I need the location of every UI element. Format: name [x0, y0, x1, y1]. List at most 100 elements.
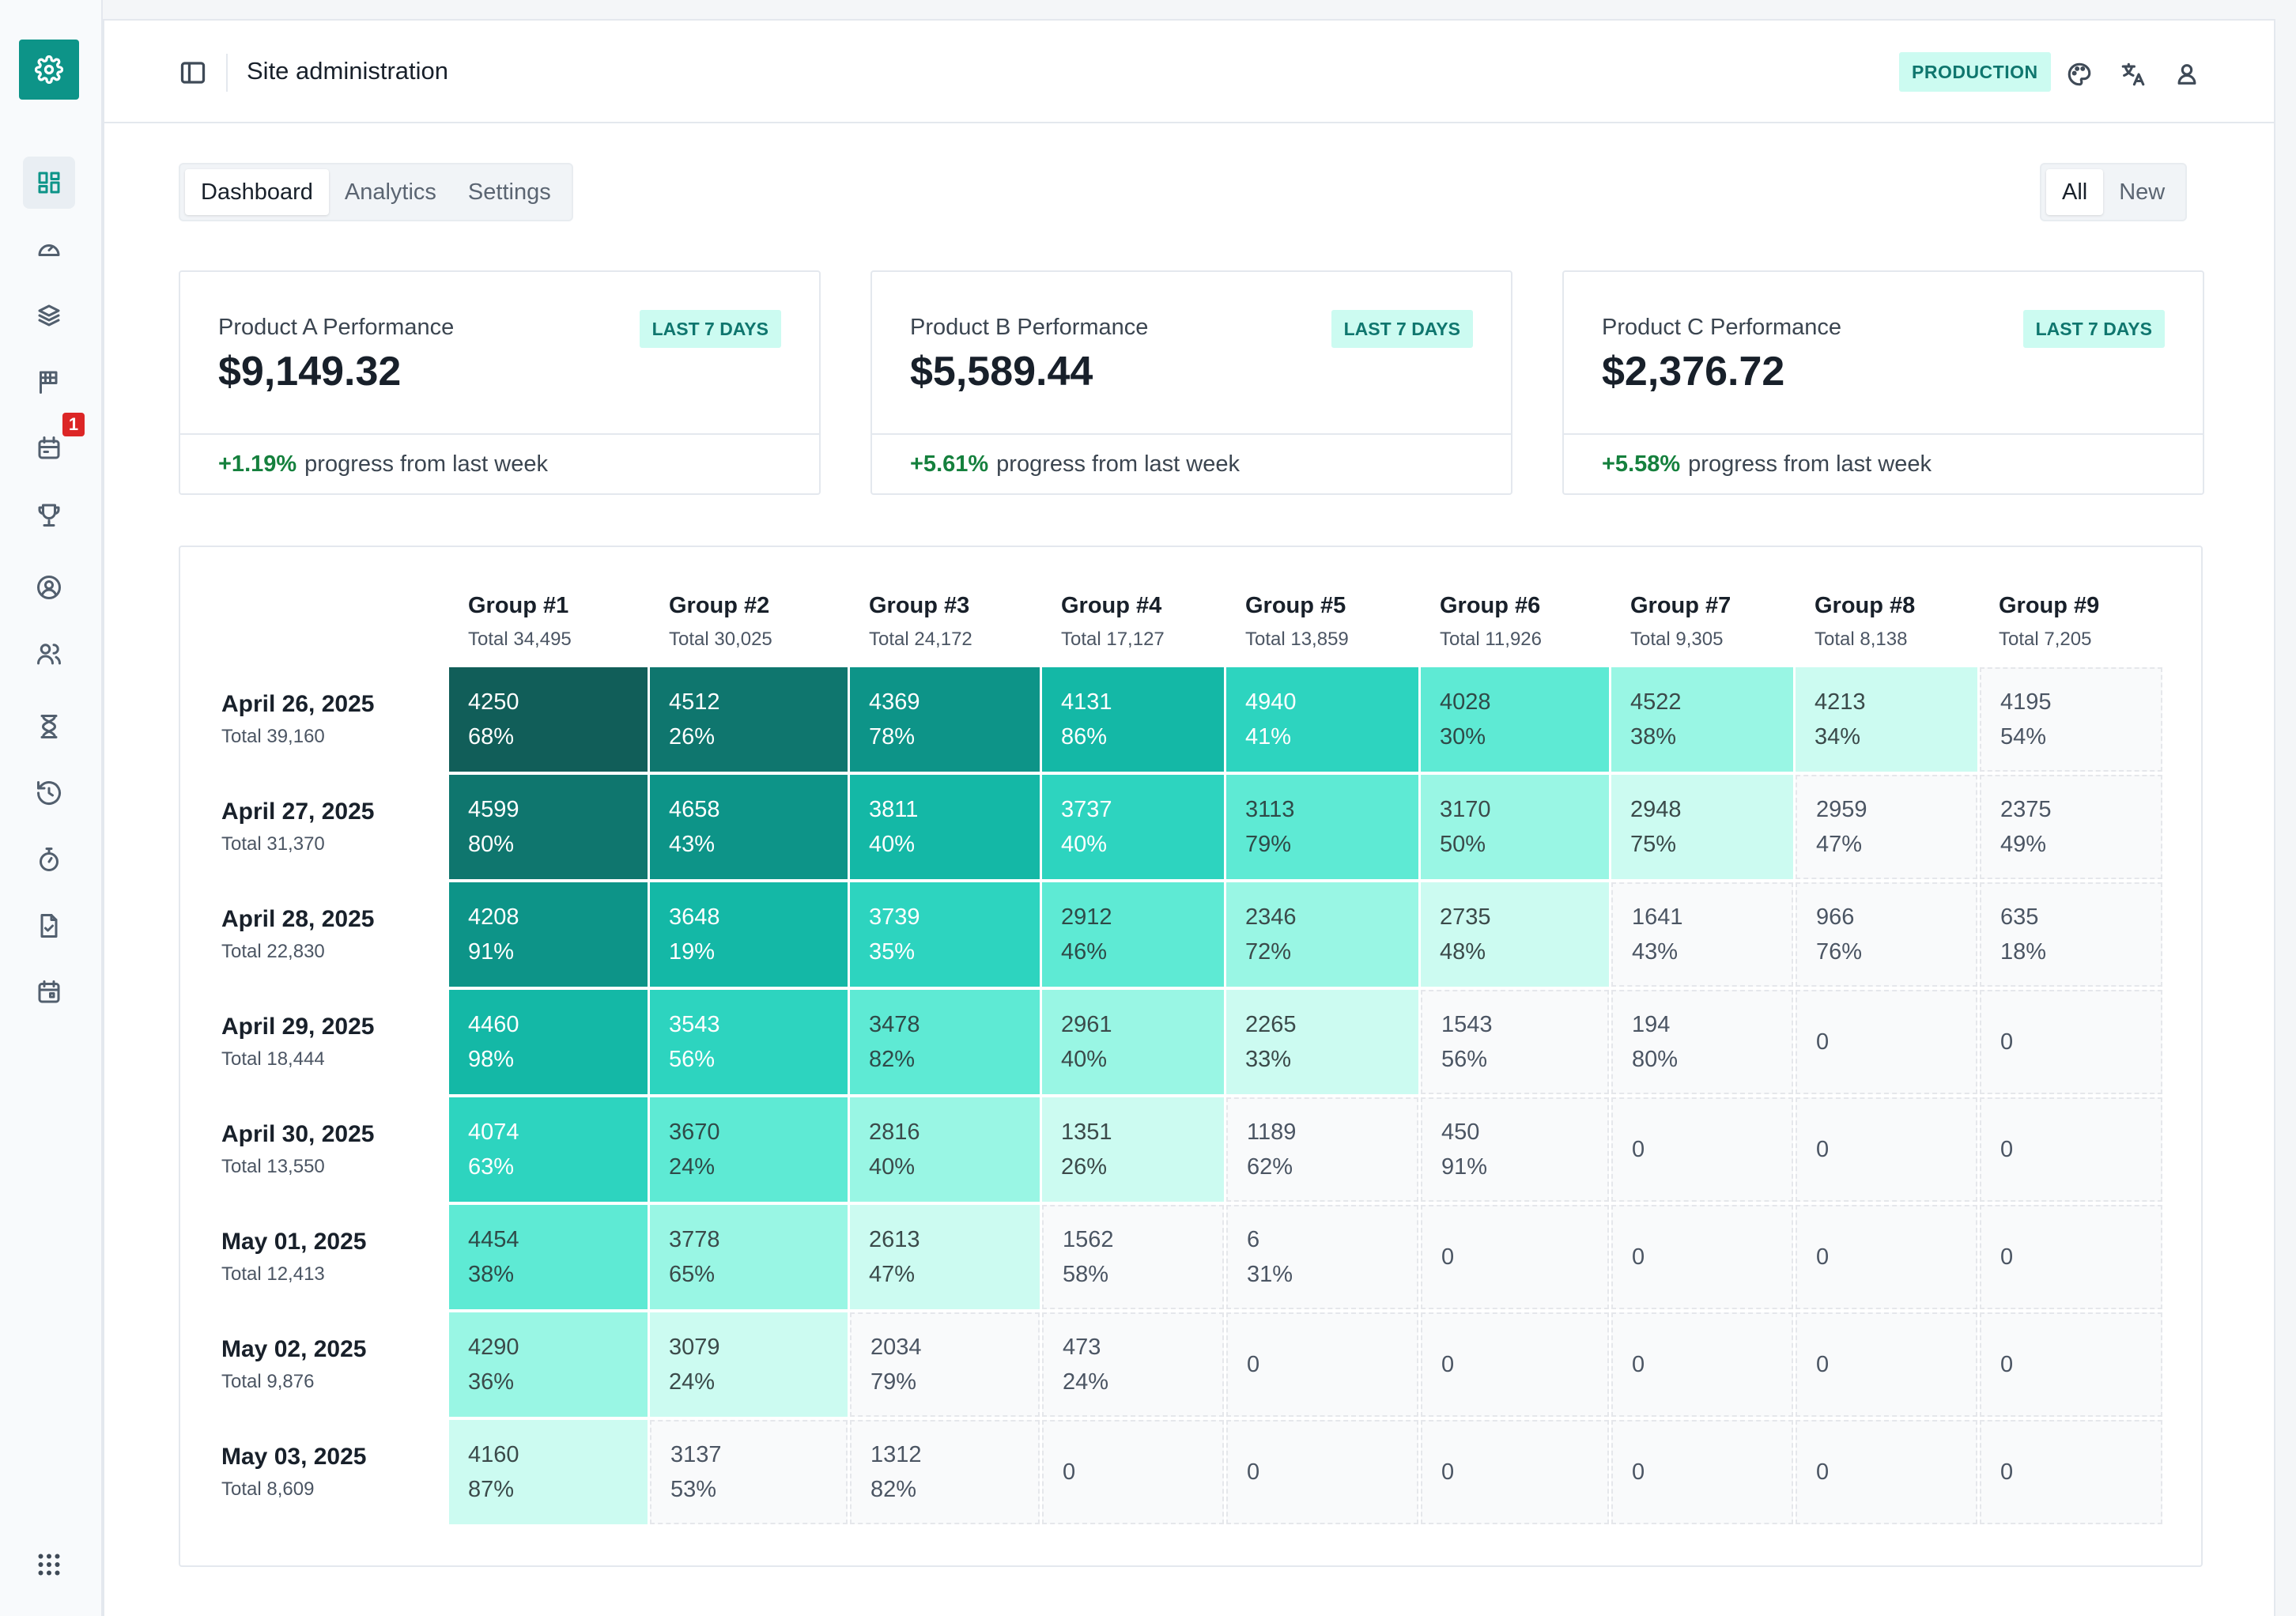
- heatmap-cell[interactable]: 4940 41%: [1226, 667, 1418, 772]
- tab-settings[interactable]: Settings: [467, 179, 551, 205]
- heatmap-cell[interactable]: 2735 48%: [1421, 882, 1609, 987]
- heatmap-cell[interactable]: 3543 56%: [650, 990, 848, 1094]
- heatmap-cell[interactable]: 473 24%: [1042, 1312, 1224, 1417]
- heatmap-cell[interactable]: 0: [1611, 1312, 1793, 1417]
- heatmap-cell[interactable]: 0: [1796, 1312, 1977, 1417]
- heatmap-cell[interactable]: 1562 58%: [1042, 1205, 1224, 1309]
- heatmap-cell[interactable]: 4599 80%: [449, 775, 648, 879]
- sidebar-item-apps[interactable]: [23, 1539, 75, 1591]
- heatmap-cell[interactable]: 4454 38%: [449, 1205, 648, 1309]
- heatmap-cell[interactable]: 2961 40%: [1042, 990, 1224, 1094]
- heatmap-cell[interactable]: 3811 40%: [850, 775, 1040, 879]
- sidebar-item-hourglass[interactable]: [23, 700, 75, 753]
- heatmap-cell[interactable]: 0: [1796, 1205, 1977, 1309]
- heatmap-cell[interactable]: 1641 43%: [1611, 882, 1793, 987]
- heatmap-cell[interactable]: 0: [1980, 1312, 2162, 1417]
- heatmap-cell[interactable]: 0: [1042, 1420, 1224, 1524]
- heatmap-cell[interactable]: 2948 75%: [1611, 775, 1793, 879]
- heatmap-cell[interactable]: 2816 40%: [850, 1097, 1040, 1202]
- heatmap-cell[interactable]: 0: [1796, 1420, 1977, 1524]
- heatmap-cell[interactable]: 0: [1980, 1097, 2162, 1202]
- heatmap-cell[interactable]: 0: [1980, 1420, 2162, 1524]
- heatmap-cell[interactable]: 0: [1421, 1205, 1609, 1309]
- heatmap-cell[interactable]: 0: [1611, 1205, 1793, 1309]
- heatmap-cell[interactable]: 4512 26%: [650, 667, 848, 772]
- heatmap-cell[interactable]: 3113 79%: [1226, 775, 1418, 879]
- heatmap-cell[interactable]: 0: [1796, 990, 1977, 1094]
- heatmap-cell[interactable]: 0: [1980, 990, 2162, 1094]
- heatmap-cell[interactable]: 1312 82%: [850, 1420, 1040, 1524]
- heatmap-cell[interactable]: 4250 68%: [449, 667, 648, 772]
- heatmap-cell[interactable]: 0: [1226, 1420, 1418, 1524]
- column-total: Total 13,859: [1245, 629, 1349, 650]
- sidebar-item-trophy[interactable]: [23, 489, 75, 541]
- heatmap-cell[interactable]: 194 80%: [1611, 990, 1793, 1094]
- heatmap-cell[interactable]: 3737 40%: [1042, 775, 1224, 879]
- sidebar-item-gauge[interactable]: [23, 223, 75, 275]
- heatmap-cell[interactable]: 0: [1611, 1420, 1793, 1524]
- heatmap-cell[interactable]: 4195 54%: [1980, 667, 2162, 772]
- heatmap-cell[interactable]: 3079 24%: [650, 1312, 848, 1417]
- heatmap-cell[interactable]: 3478 82%: [850, 990, 1040, 1094]
- tab-analytics[interactable]: Analytics: [344, 179, 436, 205]
- tab-dashboard[interactable]: Dashboard: [185, 169, 329, 215]
- sidebar-item-reports[interactable]: [23, 900, 75, 952]
- heatmap-cell[interactable]: 1189 62%: [1226, 1097, 1418, 1202]
- heatmap-cell[interactable]: 450 91%: [1421, 1097, 1609, 1202]
- heatmap-cell[interactable]: 0: [1421, 1420, 1609, 1524]
- heatmap-cell[interactable]: 2613 47%: [850, 1205, 1040, 1309]
- heatmap-cell[interactable]: 4522 38%: [1611, 667, 1793, 772]
- heatmap-cell[interactable]: 4460 98%: [449, 990, 648, 1094]
- trophy-icon: [38, 504, 60, 527]
- heatmap-cell[interactable]: 4290 36%: [449, 1312, 648, 1417]
- heatmap-cell[interactable]: 4160 87%: [449, 1420, 648, 1524]
- heatmap-cell[interactable]: 3137 53%: [650, 1420, 848, 1524]
- heatmap-cell[interactable]: 4074 63%: [449, 1097, 648, 1202]
- heatmap-cell[interactable]: 966 76%: [1796, 882, 1977, 987]
- heatmap-cell[interactable]: 0: [1421, 1312, 1609, 1417]
- heatmap-cell[interactable]: 0: [1226, 1312, 1418, 1417]
- language-button[interactable]: [2117, 59, 2149, 90]
- sidebar-item-calendar[interactable]: [23, 966, 75, 1018]
- sidebar-item-users[interactable]: [23, 628, 75, 680]
- heatmap-cell[interactable]: 3739 35%: [850, 882, 1040, 987]
- row-total: Total 12,413: [221, 1263, 325, 1285]
- heatmap-cell[interactable]: 0: [1980, 1205, 2162, 1309]
- heatmap-cell[interactable]: 2034 79%: [850, 1312, 1040, 1417]
- heatmap-cell[interactable]: 4131 86%: [1042, 667, 1224, 772]
- heatmap-cell[interactable]: 0: [1796, 1097, 1977, 1202]
- heatmap-cell[interactable]: 3670 24%: [650, 1097, 848, 1202]
- brand-logo[interactable]: [19, 40, 79, 100]
- sidebar-item-dashboard[interactable]: [23, 157, 75, 209]
- sidebar-item-profile[interactable]: [23, 561, 75, 614]
- heatmap-cell[interactable]: 2912 46%: [1042, 882, 1224, 987]
- sidebar-item-history[interactable]: [23, 767, 75, 819]
- heatmap-cell[interactable]: 4369 78%: [850, 667, 1040, 772]
- heatmap-cell[interactable]: 2959 47%: [1796, 775, 1977, 879]
- sidebar-item-stopwatch[interactable]: [23, 833, 75, 885]
- heatmap-cell[interactable]: 4028 30%: [1421, 667, 1609, 772]
- filter-new[interactable]: New: [2119, 179, 2166, 205]
- heatmap-cell[interactable]: 4658 43%: [650, 775, 848, 879]
- heatmap-cell[interactable]: 4213 34%: [1796, 667, 1977, 772]
- sidebar-item-layers[interactable]: [23, 289, 75, 342]
- filter-all[interactable]: All: [2046, 169, 2104, 215]
- heatmap-cell[interactable]: 1351 26%: [1042, 1097, 1224, 1202]
- user-menu-button[interactable]: [2171, 59, 2203, 90]
- heatmap-cell[interactable]: 3170 50%: [1421, 775, 1609, 879]
- heatmap-cell[interactable]: 2265 33%: [1226, 990, 1418, 1094]
- heatmap-cell[interactable]: 3648 19%: [650, 882, 848, 987]
- sidebar-toggle-button[interactable]: [179, 59, 207, 87]
- sidebar-item-flag[interactable]: [23, 356, 75, 408]
- heatmap-cell[interactable]: 0: [1611, 1097, 1793, 1202]
- heatmap-cell[interactable]: 4208 91%: [449, 882, 648, 987]
- heatmap-cell[interactable]: 6 31%: [1226, 1205, 1418, 1309]
- theme-button[interactable]: [2064, 59, 2095, 90]
- heatmap-cell[interactable]: 2346 72%: [1226, 882, 1418, 987]
- heatmap-cell[interactable]: 635 18%: [1980, 882, 2162, 987]
- sidebar-item-events[interactable]: 1: [23, 413, 85, 474]
- heatmap-cell[interactable]: 3778 65%: [650, 1205, 848, 1309]
- heatmap-cell[interactable]: 1543 56%: [1421, 990, 1609, 1094]
- kpi-change: +5.58%: [1602, 451, 1681, 477]
- heatmap-cell[interactable]: 2375 49%: [1980, 775, 2162, 879]
